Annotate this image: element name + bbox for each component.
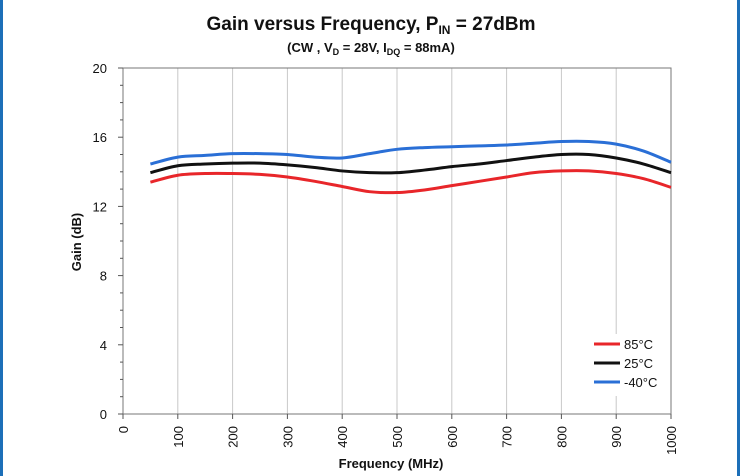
legend-label: 25°C — [624, 356, 653, 371]
legend-label: -40°C — [624, 375, 657, 390]
y-tick-label: 0 — [100, 407, 107, 422]
series-line-2 — [150, 139, 672, 166]
gain-vs-frequency-chart: Gain versus Frequency, PIN = 27dBm (CW ,… — [69, 14, 679, 471]
y-tick-label: 20 — [93, 61, 107, 76]
y-tick-label: 16 — [93, 130, 107, 145]
x-tick-label: 0 — [116, 426, 131, 433]
y-tick-label: 4 — [100, 338, 107, 353]
legend: 85°C 25°C -40°C — [586, 334, 668, 396]
y-tick-label: 8 — [100, 269, 107, 284]
axes — [118, 67, 672, 419]
series-line-1 — [150, 152, 672, 175]
y-axis-label: Gain (dB) — [69, 213, 84, 272]
x-tick-label: 900 — [609, 426, 624, 448]
y-tick-label: 12 — [93, 199, 107, 214]
x-tick-label: 300 — [280, 426, 295, 448]
x-tick-label: 400 — [335, 426, 350, 448]
x-tick-label: 1000 — [664, 426, 679, 455]
legend-label: 85°C — [624, 337, 653, 352]
x-tick-label: 700 — [500, 426, 515, 448]
chart-title: Gain versus Frequency, PIN = 27dBm — [207, 14, 536, 37]
x-tick-label: 100 — [171, 426, 186, 448]
series-lines — [150, 139, 672, 195]
x-tick-label: 800 — [554, 426, 569, 448]
x-axis-label: Frequency (MHz) — [339, 456, 444, 471]
x-tick-label: 500 — [390, 426, 405, 448]
series-line-0 — [150, 169, 672, 195]
x-tick-label: 200 — [226, 426, 241, 448]
chart-subtitle: (CW , VD = 28V, IDQ = 88mA) — [287, 40, 455, 57]
x-tick-label: 600 — [445, 426, 460, 448]
